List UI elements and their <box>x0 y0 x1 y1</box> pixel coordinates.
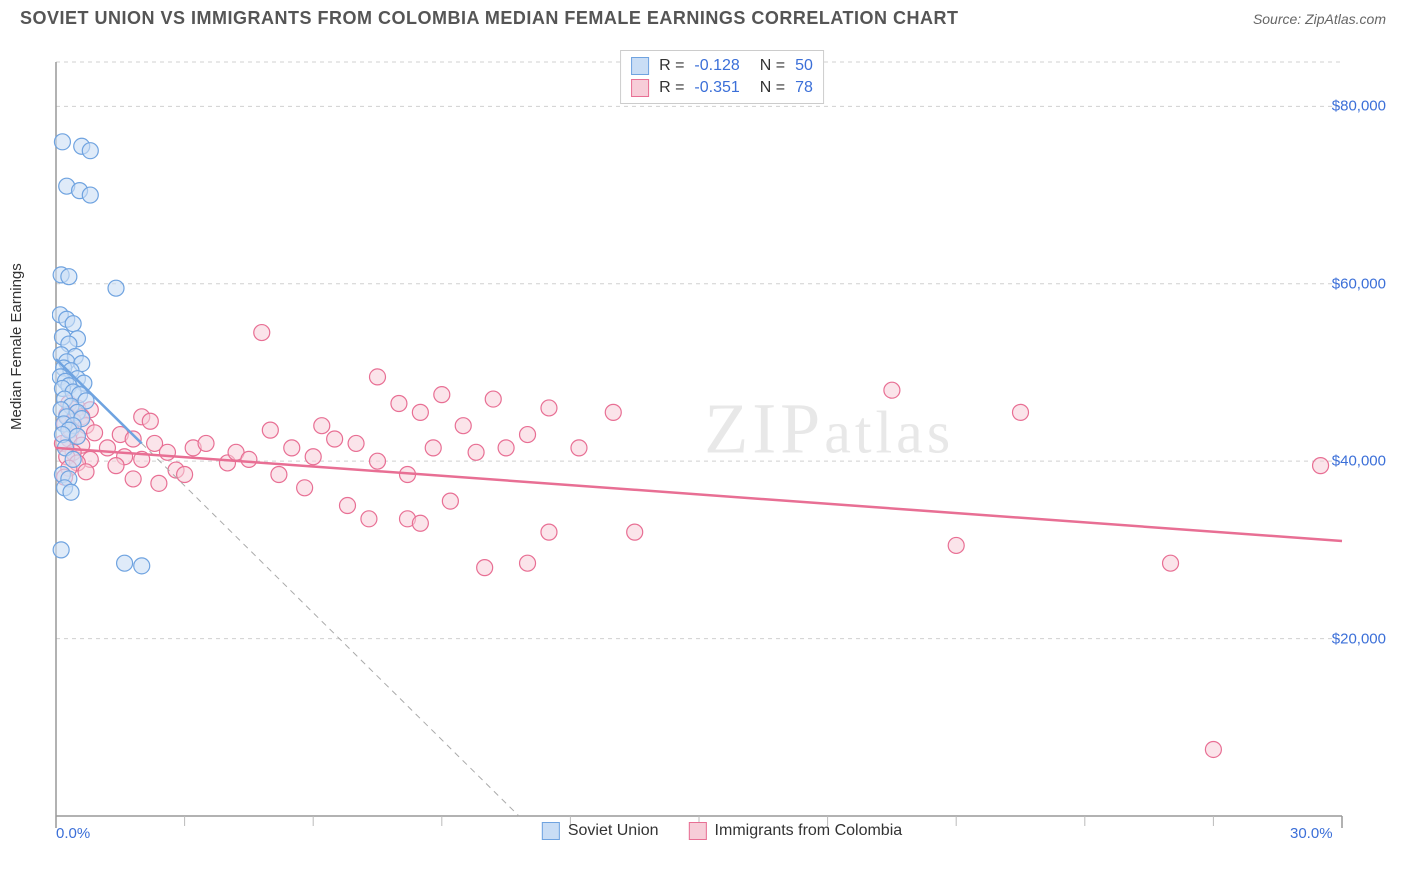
swatch-soviet <box>542 822 560 840</box>
y-axis-label: Median Female Earnings <box>8 263 25 430</box>
n-label: N = <box>760 79 785 97</box>
x-tick-label: 30.0% <box>1290 825 1333 842</box>
legend-series: Soviet Union Immigrants from Colombia <box>542 822 902 840</box>
legend-item-soviet: Soviet Union <box>542 822 659 840</box>
n-value-colombia: 78 <box>795 79 813 97</box>
y-tick-label: $60,000 <box>1332 275 1386 292</box>
chart-svg <box>52 50 1392 840</box>
chart-title: SOVIET UNION VS IMMIGRANTS FROM COLOMBIA… <box>20 8 959 29</box>
legend-item-colombia: Immigrants from Colombia <box>689 822 903 840</box>
legend-row-soviet: R = -0.128 N = 50 <box>631 55 813 77</box>
n-label: N = <box>760 57 785 75</box>
r-value-colombia: -0.351 <box>694 79 739 97</box>
y-tick-label: $20,000 <box>1332 630 1386 647</box>
legend-label-colombia: Immigrants from Colombia <box>715 822 903 840</box>
source-name: ZipAtlas.com <box>1305 11 1386 27</box>
legend-row-colombia: R = -0.351 N = 78 <box>631 77 813 99</box>
source-prefix: Source: <box>1253 11 1305 27</box>
chart-plot-area: ZIPatlas R = -0.128 N = 50 R = -0.351 N … <box>52 50 1392 840</box>
swatch-soviet <box>631 57 649 75</box>
swatch-colombia <box>689 822 707 840</box>
r-label: R = <box>659 79 684 97</box>
y-tick-label: $40,000 <box>1332 453 1386 470</box>
legend-label-soviet: Soviet Union <box>568 822 659 840</box>
legend-correlation: R = -0.128 N = 50 R = -0.351 N = 78 <box>620 50 824 104</box>
x-tick-label: 0.0% <box>56 825 90 842</box>
y-tick-label: $80,000 <box>1332 98 1386 115</box>
chart-source: Source: ZipAtlas.com <box>1253 11 1386 27</box>
r-label: R = <box>659 57 684 75</box>
chart-header: SOVIET UNION VS IMMIGRANTS FROM COLOMBIA… <box>0 0 1406 33</box>
r-value-soviet: -0.128 <box>694 57 739 75</box>
swatch-colombia <box>631 79 649 97</box>
n-value-soviet: 50 <box>795 57 813 75</box>
